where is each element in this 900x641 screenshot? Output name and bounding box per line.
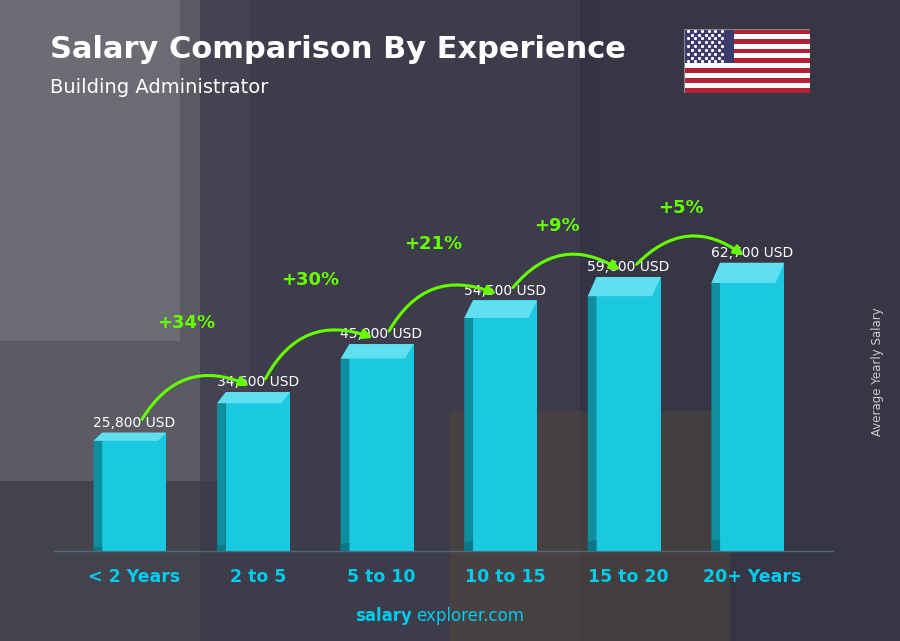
Bar <box>684 53 810 58</box>
Bar <box>226 392 290 551</box>
Polygon shape <box>464 541 473 551</box>
Text: 25,800 USD: 25,800 USD <box>94 415 176 429</box>
Polygon shape <box>711 540 720 551</box>
Text: 54,500 USD: 54,500 USD <box>464 283 546 297</box>
Text: 34,600 USD: 34,600 USD <box>217 375 299 389</box>
Bar <box>684 78 810 83</box>
Polygon shape <box>94 433 103 551</box>
Text: 45,000 USD: 45,000 USD <box>340 328 422 341</box>
Text: +21%: +21% <box>404 235 463 253</box>
Polygon shape <box>711 263 784 283</box>
Bar <box>684 63 810 69</box>
Polygon shape <box>217 545 226 551</box>
Polygon shape <box>464 301 473 551</box>
Text: Average Yearly Salary: Average Yearly Salary <box>871 308 884 436</box>
Text: Building Administrator: Building Administrator <box>50 78 268 97</box>
Bar <box>684 83 810 88</box>
Bar <box>684 49 810 53</box>
Text: +5%: +5% <box>658 199 703 217</box>
Polygon shape <box>341 543 349 551</box>
Bar <box>684 73 810 78</box>
Polygon shape <box>217 392 226 551</box>
Bar <box>684 44 810 49</box>
Polygon shape <box>94 547 103 551</box>
Text: 62,700 USD: 62,700 USD <box>711 246 793 260</box>
Bar <box>720 263 784 551</box>
Text: 59,600 USD: 59,600 USD <box>588 260 670 274</box>
Text: Salary Comparison By Experience: Salary Comparison By Experience <box>50 35 625 64</box>
Bar <box>103 433 166 551</box>
Polygon shape <box>217 392 290 403</box>
Bar <box>450 411 730 641</box>
Polygon shape <box>94 433 166 441</box>
Polygon shape <box>588 277 661 296</box>
Bar <box>349 344 414 551</box>
Text: salary: salary <box>356 607 412 625</box>
Bar <box>200 0 600 641</box>
Bar <box>684 88 810 93</box>
Bar <box>684 69 810 73</box>
Polygon shape <box>464 301 537 318</box>
Bar <box>0 0 250 481</box>
Bar <box>684 38 810 44</box>
Bar <box>684 58 810 63</box>
Bar <box>472 301 537 551</box>
Bar <box>684 34 810 38</box>
Bar <box>684 29 734 63</box>
Text: salaryexplorer.com: salaryexplorer.com <box>371 607 529 625</box>
Text: +9%: +9% <box>534 217 580 235</box>
Bar <box>0 0 180 341</box>
Bar <box>580 0 900 641</box>
Polygon shape <box>711 263 720 551</box>
Bar <box>684 29 810 34</box>
Polygon shape <box>588 277 597 551</box>
Polygon shape <box>588 540 597 551</box>
Text: explorer.com: explorer.com <box>416 607 524 625</box>
Text: +30%: +30% <box>281 271 339 289</box>
Text: +34%: +34% <box>158 314 215 332</box>
Bar <box>597 277 661 551</box>
Polygon shape <box>341 344 414 359</box>
Polygon shape <box>341 344 349 551</box>
